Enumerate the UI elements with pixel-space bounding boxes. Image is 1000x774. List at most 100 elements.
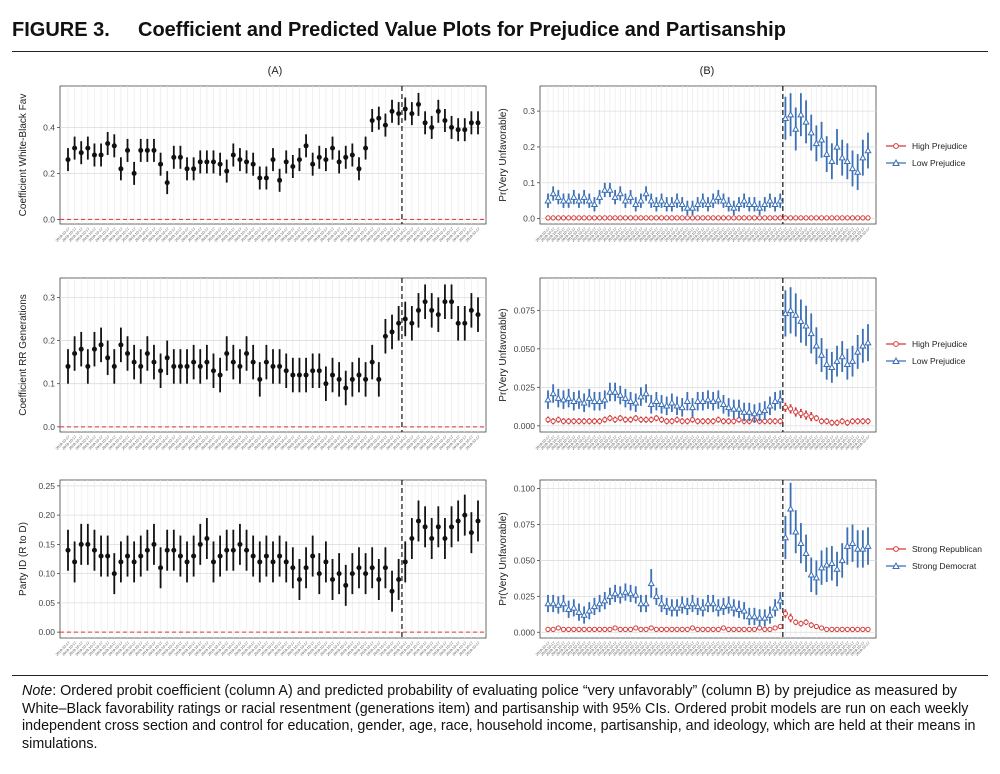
panel-a2-point: [310, 368, 316, 374]
panel-a2-point: [144, 350, 150, 356]
panel-b1-ytick-label: 0.0: [523, 214, 535, 224]
panel-b1-point: [828, 157, 836, 165]
panel-b2-point: [678, 403, 686, 411]
panel-a1-point: [263, 175, 269, 181]
panel-b1-point: [597, 215, 603, 221]
panel-b2-point: [549, 389, 557, 397]
panel-b3-point: [787, 615, 794, 621]
panel-b2-point: [839, 418, 845, 424]
panel-a2-point: [138, 363, 144, 369]
panel-b3-point: [740, 606, 748, 614]
panel-b3-point: [761, 614, 769, 621]
panel-b1-point: [829, 215, 835, 221]
panel-b3-point: [595, 599, 604, 607]
panel-b2-point: [591, 418, 598, 424]
panel-a3-point: [204, 536, 210, 542]
panel-b2-point: [607, 415, 613, 421]
panel-b2-point: [545, 417, 551, 423]
panel-b1-point: [817, 135, 826, 143]
panel-b1-point: [679, 215, 685, 221]
panel-a1-point: [475, 120, 481, 126]
panel-b2-point: [669, 418, 675, 424]
panel-b1-point: [643, 215, 649, 221]
panel-a3-point: [250, 553, 256, 559]
panel-b2-point: [679, 418, 685, 424]
panel-b3-point: [705, 626, 711, 632]
panel-b3-point: [626, 589, 635, 597]
panel-b3-point: [652, 592, 661, 600]
panel-b1-point: [617, 215, 623, 221]
panel-b3-point: [817, 563, 826, 571]
panel-b1-point: [674, 215, 680, 221]
panel-a2-point: [184, 363, 190, 369]
panel-b3-point: [678, 601, 686, 608]
panel-b2-point: [833, 357, 841, 364]
panel-b2-point: [621, 394, 630, 401]
panel-b1-point: [833, 143, 841, 150]
legend-b1-key-marker: [893, 143, 899, 149]
panel-a2-point: [171, 363, 177, 369]
panel-a1-point: [442, 118, 448, 123]
panel-b3-point: [545, 626, 551, 632]
panel-a1-point: [138, 147, 144, 153]
panel-a3-point: [475, 518, 481, 524]
panel-a3-ytick-label: 0.15: [38, 539, 55, 549]
panel-b3-point: [585, 606, 593, 614]
panel-a2-point: [85, 363, 91, 369]
legend-b1-label: High Prejudice: [912, 141, 968, 151]
panel-a3-point: [343, 582, 349, 588]
panel-b3-point: [550, 626, 556, 632]
panel-b3-point: [616, 591, 624, 598]
panel-a3-point: [442, 536, 448, 542]
panel-b1-point: [626, 193, 635, 200]
panel-a2-ytick-label: 0.2: [43, 336, 55, 346]
panel-b3-point: [653, 626, 659, 632]
panel-b1-point: [663, 200, 671, 208]
panel-b3-point: [746, 626, 752, 632]
panel-b1-point: [762, 215, 768, 221]
panel-a2-point: [98, 342, 104, 348]
panel-a3-point: [72, 559, 78, 565]
panel-a1-point: [310, 161, 316, 167]
panel-b2-point: [554, 394, 562, 401]
panel-b1-point: [606, 186, 614, 193]
panel-a2-point: [442, 299, 448, 305]
panel-a2-point: [435, 312, 441, 318]
panel-b1-point: [612, 215, 618, 221]
panel-a3-point: [263, 553, 269, 559]
column-label-b: (B): [700, 65, 715, 77]
panel-a3-point: [389, 588, 395, 594]
panel-b2-point: [580, 398, 588, 406]
panel-b2-point: [564, 394, 573, 401]
panel-b1-point: [632, 200, 640, 208]
panel-a1-point: [316, 154, 322, 160]
panel-a2-point: [78, 346, 84, 352]
panel-b2-point: [673, 401, 681, 409]
panel-b1-point: [751, 215, 758, 221]
panel-b3-point: [838, 556, 846, 564]
panel-b1-point: [730, 204, 738, 211]
panel-b2-point: [586, 418, 592, 424]
panel-b2-point: [844, 420, 850, 426]
panel-a3-point: [217, 553, 223, 559]
panel-a2-point: [429, 307, 435, 313]
panel-b2-point: [597, 418, 603, 424]
panel-b3-point: [576, 626, 582, 632]
panel-a3-point: [356, 565, 362, 571]
panel-b2-point: [595, 397, 604, 404]
panel-b2-point: [704, 395, 712, 403]
legend-b2-key-marker: [892, 356, 900, 364]
panel-b2-ytick-label: 0.075: [514, 305, 536, 315]
panel-b1-point: [688, 204, 697, 211]
panel-a2-point: [396, 320, 402, 326]
panel-a3-point: [402, 559, 408, 565]
panel-b2-point: [834, 420, 840, 426]
panel-b3-point: [731, 626, 737, 632]
panel-b2-point: [843, 360, 852, 367]
panel-b2-point: [772, 418, 778, 424]
panel-b3-point: [741, 626, 747, 632]
panel-b1-point: [755, 204, 764, 211]
panel-a3-point: [296, 576, 302, 582]
panel-b3-point: [745, 612, 753, 620]
panel-a3-point: [244, 547, 250, 553]
